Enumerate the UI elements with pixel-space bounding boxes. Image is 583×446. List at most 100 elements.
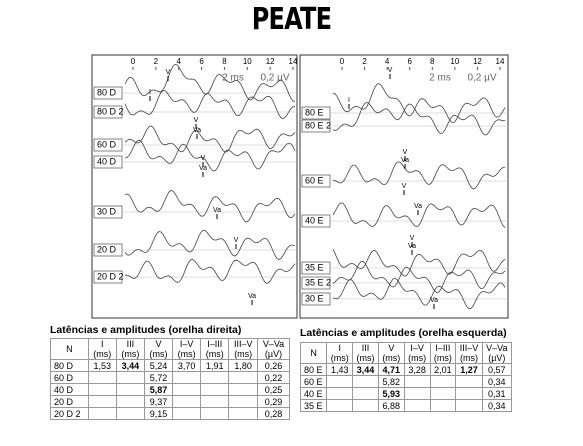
cell: 5,72 (143, 371, 174, 384)
header-cell: N (299, 342, 328, 364)
axis-tick-label: 8 (430, 57, 435, 66)
header-text: V–Va (262, 339, 285, 349)
trace-label: 35 E 2 (305, 277, 331, 287)
header-text: (ms) (356, 353, 375, 363)
trace-label-box (301, 174, 331, 188)
cell (228, 395, 259, 408)
header-cell: I (ms) (87, 338, 117, 360)
axis-tick-label: 10 (243, 57, 252, 66)
cell: 9,37 (143, 395, 174, 408)
header-text: (ms) (93, 349, 112, 359)
header-text: V (388, 343, 395, 353)
header-cell: I–III (ms) (200, 338, 230, 360)
peak-label: V (201, 155, 206, 162)
header-cell: I (ms) (326, 342, 354, 364)
header-text: (ms) (433, 353, 452, 363)
axis-tick-label: 6 (199, 57, 204, 66)
cell: 1,43 (326, 363, 354, 376)
panel-frame (91, 54, 298, 319)
header-text: III–V (233, 339, 253, 349)
peak-label: Va (401, 157, 409, 164)
header-text: (ms) (205, 349, 224, 359)
cell (87, 395, 117, 408)
trace-label-box (301, 214, 331, 228)
peak-label: V (410, 235, 415, 242)
cell: 1,53 (87, 359, 117, 372)
cell (115, 407, 145, 420)
cell: 20 D (50, 395, 89, 408)
panel-frame (299, 54, 509, 319)
cell: 6,88 (377, 399, 405, 412)
trace-label-box (93, 138, 123, 152)
waveform (332, 260, 506, 294)
peak-label: Va (199, 165, 207, 172)
cell: 0,28 (257, 407, 290, 420)
header-text: (ms) (408, 353, 427, 363)
header-text: I (101, 339, 104, 349)
header-text: I–V (410, 343, 424, 353)
cell (200, 371, 230, 384)
trace-label-box (301, 276, 331, 290)
header-text: (ms) (459, 353, 478, 363)
peak-label: V (402, 183, 407, 190)
cell: 1,91 (200, 359, 230, 372)
header-text: I (338, 343, 341, 353)
cell: 3,70 (172, 359, 202, 372)
header-text: (µV) (488, 353, 506, 363)
trace-label: 40 E (305, 215, 324, 225)
cell (172, 407, 202, 420)
cell (455, 387, 483, 400)
trace-label: 30 E (305, 293, 324, 303)
trace-label: 20 D 2 (97, 271, 124, 281)
header-text: III (361, 343, 370, 353)
cell: 40 E (299, 387, 328, 400)
trace-label-box (93, 155, 123, 169)
cell (352, 375, 379, 388)
trace-label: 80 D (97, 87, 117, 97)
cell (352, 399, 379, 412)
header-text: I–V (179, 339, 194, 349)
waveform (332, 161, 505, 190)
peak-label: Va (414, 203, 422, 210)
peak-label: V (403, 149, 408, 156)
header-text: (ms) (330, 353, 349, 363)
header-cell: V (ms) (377, 342, 405, 364)
axis-tick-label: 2 (362, 57, 367, 66)
cell (403, 375, 431, 388)
header-cell: I–III (ms) (429, 342, 457, 364)
axis-tick-label: 12 (473, 57, 482, 66)
axis-tick-label: 14 (496, 57, 505, 66)
header-cell: I–V (ms) (172, 338, 202, 360)
waveform (124, 190, 296, 223)
cell (429, 387, 457, 400)
cell: 1,80 (228, 359, 259, 372)
header-cell: V–Va (µV) (257, 338, 290, 360)
header-text: V (155, 339, 162, 349)
header-text: N (310, 348, 317, 358)
trace-label-box (301, 261, 331, 275)
cell: 35 E (299, 399, 328, 412)
title: PEATE (251, 2, 332, 37)
peak-label: Va (248, 293, 256, 300)
trace-label: 30 D (97, 206, 117, 216)
waveform (124, 229, 296, 260)
cell: 9,15 (143, 407, 174, 420)
header-text: III (126, 339, 135, 349)
trace-label: 35 E (305, 262, 324, 272)
peak-label: V (234, 237, 239, 244)
cell (115, 383, 145, 396)
peak-label: Va (408, 243, 416, 250)
header-text: (ms) (121, 349, 140, 359)
axis-tick-label: 2 (154, 57, 159, 66)
cell (326, 399, 354, 412)
axis-tick-label: 4 (385, 57, 390, 66)
header-cell: III–V (ms) (228, 338, 259, 360)
trace-label: 40 D (97, 156, 117, 166)
cell (87, 383, 117, 396)
cell (429, 375, 457, 388)
waveform (332, 202, 506, 228)
header-text: N (66, 344, 73, 354)
header-text: (ms) (382, 353, 401, 363)
header-cell: N (50, 338, 89, 360)
